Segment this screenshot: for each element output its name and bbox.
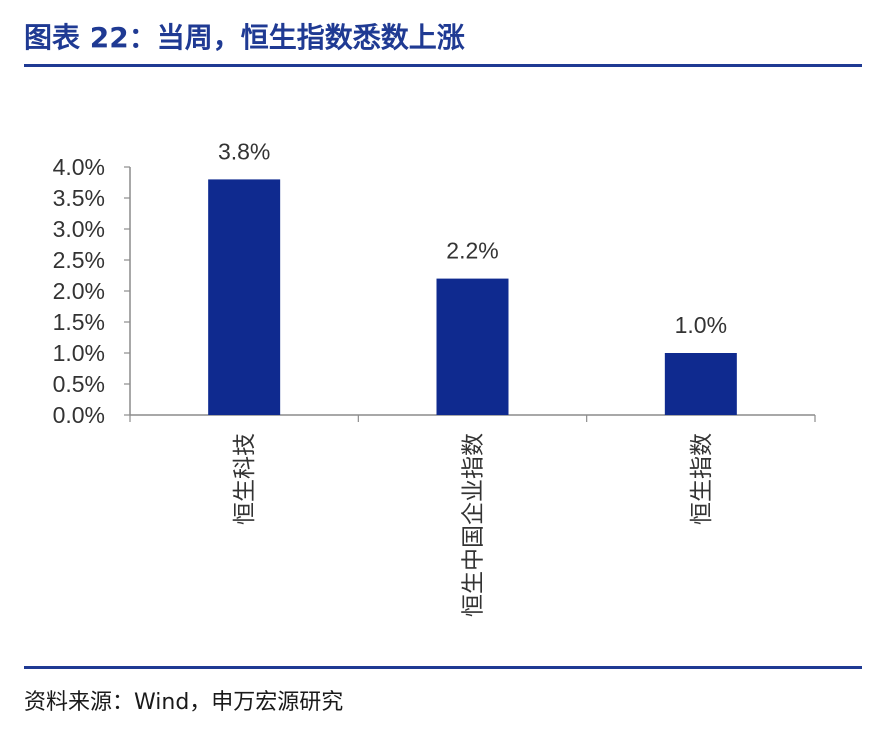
title-divider [24, 64, 862, 67]
data-label: 2.2% [446, 238, 498, 264]
figure-title: 图表 22：当周，恒生指数悉数上涨 [24, 21, 465, 54]
y-tick-label: 3.0% [53, 216, 105, 242]
source-note: 资料来源：Wind，申万宏源研究 [24, 690, 344, 715]
y-tick-label: 1.0% [53, 340, 105, 366]
bar-2 [436, 278, 509, 415]
footer-divider [24, 666, 862, 669]
y-tick-label: 3.5% [53, 185, 105, 211]
y-tick-label: 4.0% [53, 154, 105, 180]
x-tick-label: 恒生科技 [232, 433, 258, 525]
bar-1 [208, 179, 281, 415]
y-tick-label: 2.0% [53, 278, 105, 304]
y-tick-label: 0.0% [53, 402, 105, 428]
y-tick-label: 1.5% [53, 309, 105, 335]
y-tick-label: 0.5% [53, 371, 105, 397]
x-tick-label: 恒生中国企业指数 [461, 433, 487, 617]
data-label: 1.0% [675, 312, 727, 338]
y-tick-label: 2.5% [53, 247, 105, 273]
x-tick-label: 恒生指数 [689, 433, 715, 525]
bar-3 [664, 353, 737, 415]
data-label: 3.8% [218, 138, 270, 164]
